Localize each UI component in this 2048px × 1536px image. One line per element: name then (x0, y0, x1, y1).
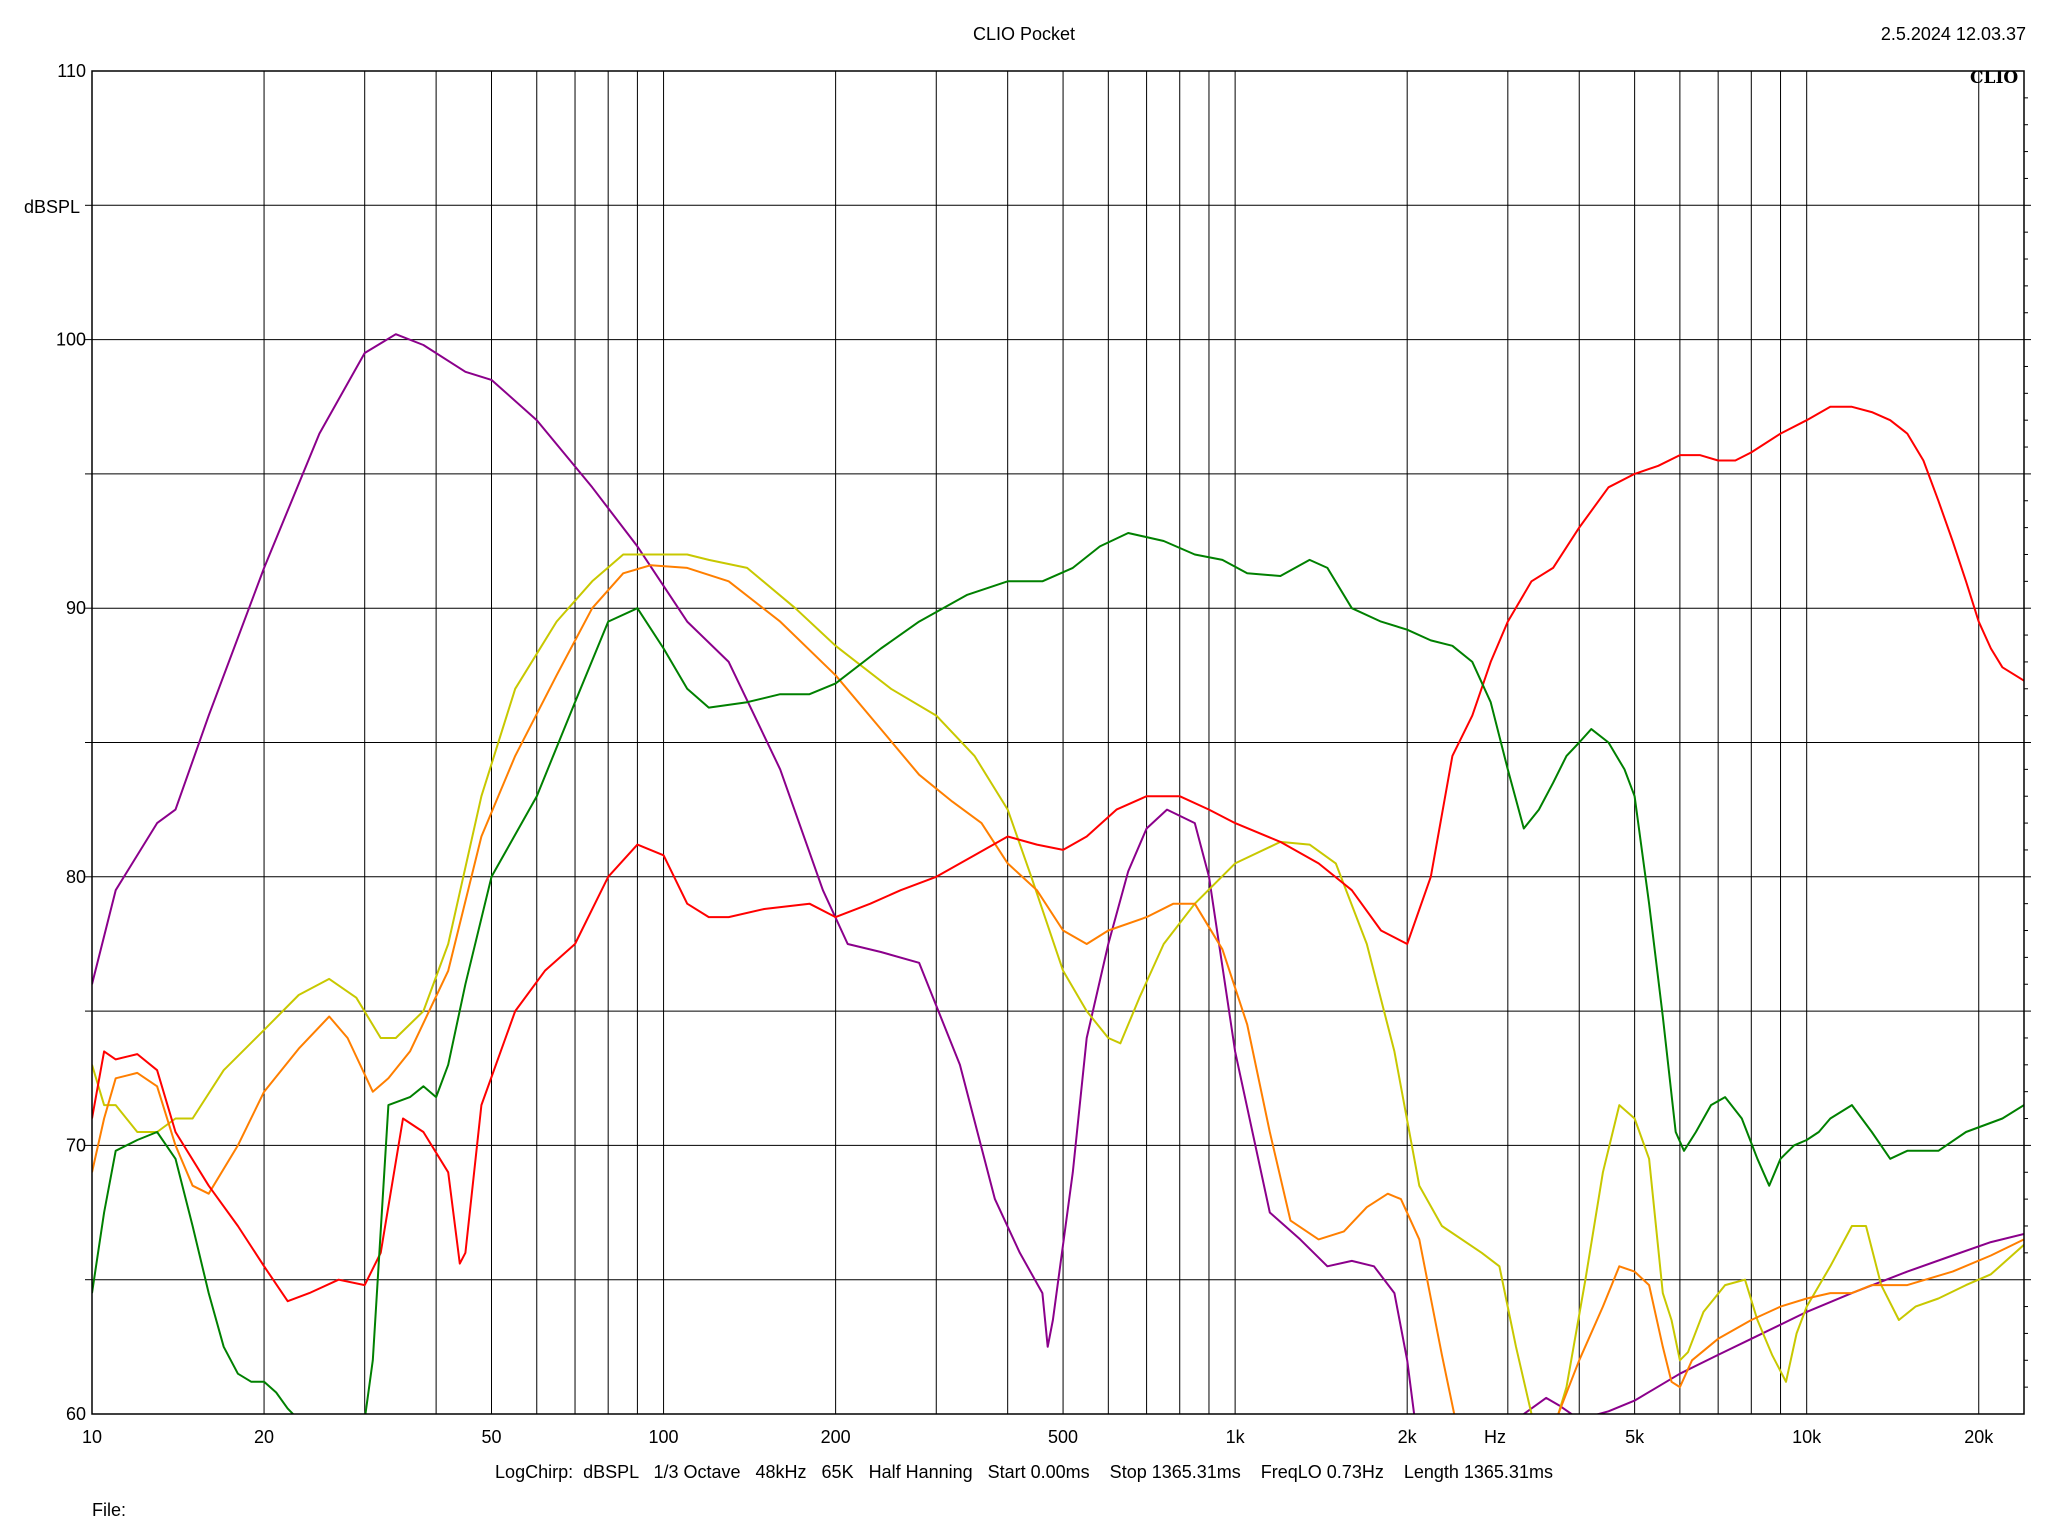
chart-title: CLIO Pocket (972, 24, 1076, 44)
plot-frame (91, 70, 2025, 1415)
series-line-5 (92, 532, 2024, 1414)
clio-logo: CLIO (1970, 68, 2019, 88)
series-line-2 (92, 553, 2024, 1414)
y-tick-label: 110 (57, 61, 86, 81)
y-tick-label: 70 (66, 1135, 86, 1155)
x-tick-label: 200 (821, 1427, 851, 1447)
x-tick-label: 2k (1398, 1427, 1418, 1447)
x-tick-label: 5k (1625, 1427, 1645, 1447)
y-tick-label: 90 (66, 598, 86, 618)
series-line-4 (92, 405, 2024, 1303)
x-tick-labels: 10 20 50 100 200 500 1k 2k 5k 10k 20k (82, 1427, 1994, 1447)
x-tick-label: 10 (82, 1427, 102, 1447)
x-tick-label: 10k (1792, 1427, 1822, 1447)
measurement-parameters: LogChirp: dBSPL 1/3 Octave 48kHz 65K Hal… (495, 1462, 1553, 1482)
series-lines (92, 333, 2024, 1414)
x-tick-label: 500 (1048, 1427, 1078, 1447)
x-tick-label: 20 (254, 1427, 274, 1447)
timestamp: 2.5.2024 12.03.37 (1880, 24, 2026, 44)
x-tick-label: 50 (481, 1427, 501, 1447)
series-line-1 (92, 333, 2024, 1414)
chart-grid (85, 71, 2031, 1414)
y-tick-label: 60 (66, 1404, 86, 1424)
x-tick-label: 100 (649, 1427, 679, 1447)
x-tick-label: 20k (1964, 1427, 1994, 1447)
series-line-3 (92, 564, 2024, 1414)
file-label: File: (92, 1500, 127, 1520)
y-tick-label: 100 (56, 330, 86, 350)
x-tick-label: 1k (1226, 1427, 1246, 1447)
x-axis-label: Hz (1484, 1427, 1506, 1447)
y-tick-labels: 60 70 80 90 100 110 (56, 61, 86, 1424)
y-axis-label: dBSPL (24, 197, 80, 217)
y-tick-label: 80 (66, 867, 86, 887)
